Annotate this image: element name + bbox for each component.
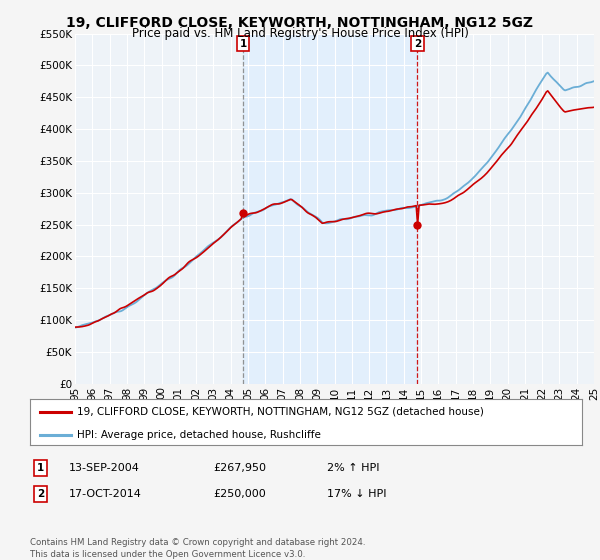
Text: £267,950: £267,950 xyxy=(213,463,266,473)
Text: 1: 1 xyxy=(37,463,44,473)
Text: Price paid vs. HM Land Registry's House Price Index (HPI): Price paid vs. HM Land Registry's House … xyxy=(131,27,469,40)
Text: 19, CLIFFORD CLOSE, KEYWORTH, NOTTINGHAM, NG12 5GZ (detached house): 19, CLIFFORD CLOSE, KEYWORTH, NOTTINGHAM… xyxy=(77,407,484,417)
Text: 17-OCT-2014: 17-OCT-2014 xyxy=(69,489,142,499)
Bar xyxy=(243,34,418,384)
Text: HPI: Average price, detached house, Rushcliffe: HPI: Average price, detached house, Rush… xyxy=(77,430,321,440)
Text: 1: 1 xyxy=(239,39,247,49)
Text: £250,000: £250,000 xyxy=(213,489,266,499)
Text: 19, CLIFFORD CLOSE, KEYWORTH, NOTTINGHAM, NG12 5GZ: 19, CLIFFORD CLOSE, KEYWORTH, NOTTINGHAM… xyxy=(67,16,533,30)
Text: 2% ↑ HPI: 2% ↑ HPI xyxy=(327,463,380,473)
Text: 17% ↓ HPI: 17% ↓ HPI xyxy=(327,489,386,499)
Text: 2: 2 xyxy=(414,39,421,49)
Text: 2: 2 xyxy=(37,489,44,499)
Text: Contains HM Land Registry data © Crown copyright and database right 2024.
This d: Contains HM Land Registry data © Crown c… xyxy=(30,538,365,559)
Text: 13-SEP-2004: 13-SEP-2004 xyxy=(69,463,140,473)
